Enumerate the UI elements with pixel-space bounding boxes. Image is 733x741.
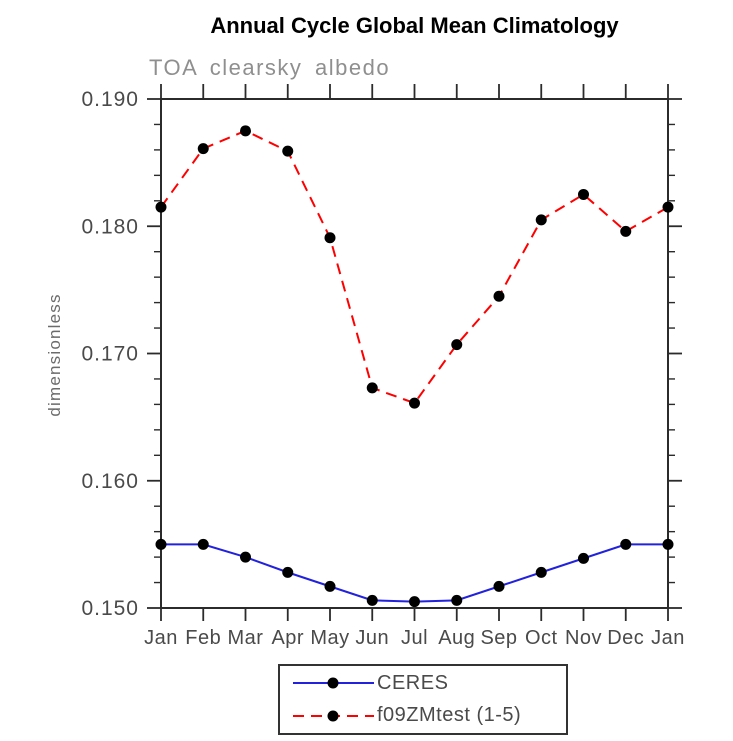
y-tick-label: 0.160 bbox=[81, 470, 139, 493]
data-point-marker bbox=[240, 125, 251, 137]
plot-frame bbox=[160, 98, 669, 609]
y-tick-label: 0.170 bbox=[81, 343, 139, 366]
data-point-marker bbox=[493, 580, 505, 592]
legend-line-sample-ceres bbox=[293, 677, 374, 689]
data-point-marker bbox=[409, 596, 420, 608]
y-tick-label: 0.150 bbox=[81, 597, 139, 620]
data-point-marker bbox=[620, 538, 632, 550]
data-point-marker bbox=[366, 594, 378, 606]
x-tick-label: Nov bbox=[565, 627, 602, 649]
series-line-1 bbox=[160, 129, 669, 405]
legend-sample-marker bbox=[327, 677, 339, 689]
x-tick-label: Mar bbox=[228, 627, 264, 649]
x-tick-label: Feb bbox=[185, 627, 221, 649]
series-line-0 bbox=[161, 543, 668, 603]
data-point-marker bbox=[535, 214, 547, 226]
legend-label-f09zmtest: f09ZMtest (1-5) bbox=[377, 704, 522, 727]
legend-entry-f09zmtest: f09ZMtest (1-5) bbox=[291, 701, 566, 731]
data-point-marker bbox=[155, 538, 167, 550]
data-point-marker bbox=[451, 339, 463, 351]
x-tick-label: Jul bbox=[401, 627, 428, 649]
x-tick-label: Jan bbox=[651, 627, 685, 649]
x-tick-label: Dec bbox=[607, 627, 644, 649]
data-point-marker bbox=[535, 566, 547, 578]
y-tick-label: 0.190 bbox=[81, 88, 139, 111]
legend-label-ceres: CERES bbox=[377, 671, 449, 694]
x-tick-label: Oct bbox=[525, 627, 558, 649]
x-tick-label: May bbox=[310, 627, 349, 649]
data-point-marker bbox=[409, 397, 420, 409]
y-tick-label: 0.180 bbox=[81, 215, 139, 238]
data-point-marker bbox=[240, 551, 251, 563]
data-point-marker bbox=[662, 201, 674, 213]
data-point-marker bbox=[197, 143, 209, 155]
data-point-marker bbox=[282, 566, 294, 578]
data-point-marker bbox=[578, 188, 589, 200]
x-tick-label: Sep bbox=[480, 627, 517, 649]
x-tick-label: Apr bbox=[271, 627, 304, 649]
data-point-marker bbox=[620, 225, 632, 237]
data-point-marker bbox=[578, 552, 589, 564]
data-point-marker bbox=[282, 145, 294, 157]
data-point-marker bbox=[366, 382, 378, 394]
legend-line-sample-f09zmtest bbox=[293, 710, 374, 722]
data-point-marker bbox=[324, 232, 336, 244]
x-tick-label: Aug bbox=[438, 627, 475, 649]
chart-title: Annual Cycle Global Mean Climatology bbox=[210, 13, 619, 38]
legend-box: CERES f09ZMtest (1-5) bbox=[278, 664, 568, 735]
legend-entry-ceres: CERES bbox=[291, 668, 566, 698]
x-tick-label: Jan bbox=[144, 627, 178, 649]
x-tick-label: Jun bbox=[355, 627, 389, 649]
data-point-marker bbox=[197, 538, 209, 550]
data-point-marker bbox=[451, 594, 463, 606]
chart-subtitle: TOA clearsky albedo bbox=[149, 55, 391, 80]
data-point-marker bbox=[155, 201, 167, 213]
legend-sample-marker bbox=[327, 710, 339, 722]
data-point-marker bbox=[662, 538, 674, 550]
data-point-marker bbox=[324, 580, 336, 592]
data-point-marker bbox=[493, 290, 505, 302]
